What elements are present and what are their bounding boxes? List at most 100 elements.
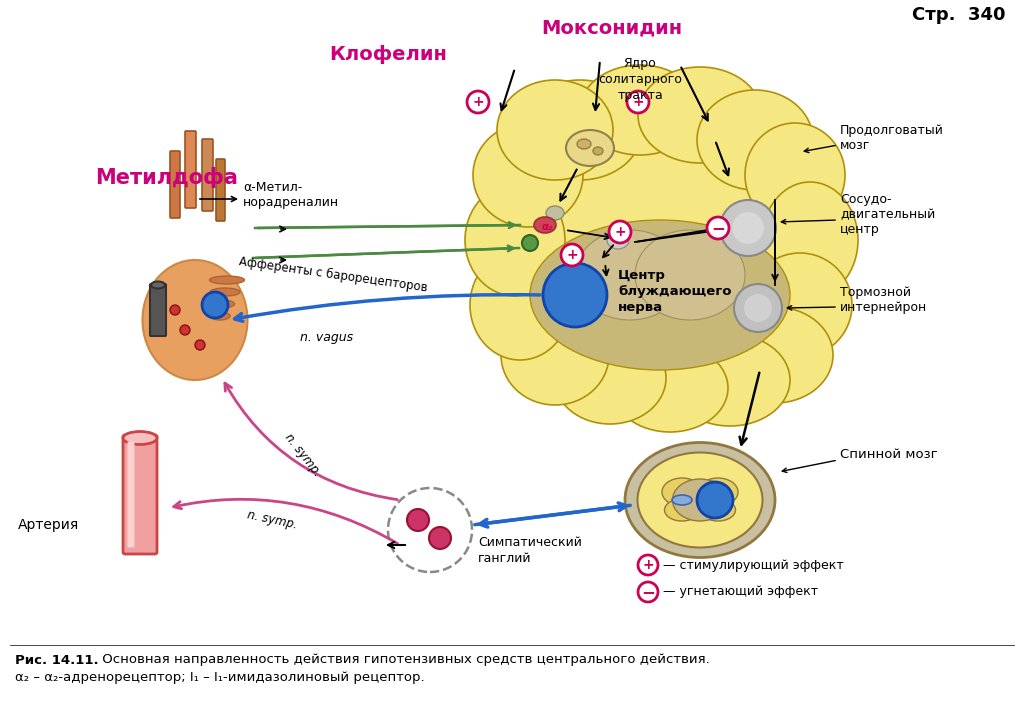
Text: α₂: α₂ [542, 222, 553, 232]
Ellipse shape [672, 495, 692, 505]
Ellipse shape [697, 90, 813, 190]
FancyArrowPatch shape [234, 295, 541, 321]
Text: −: − [711, 219, 725, 237]
Ellipse shape [210, 276, 245, 284]
Circle shape [609, 221, 631, 243]
Circle shape [467, 91, 489, 113]
Text: n. vagus: n. vagus [300, 332, 353, 345]
FancyBboxPatch shape [202, 139, 213, 211]
Ellipse shape [698, 478, 738, 506]
Text: Ядро
солитарного
тракта: Ядро солитарного тракта [598, 57, 682, 103]
Ellipse shape [530, 220, 790, 370]
Text: Продолговатый
мозг: Продолговатый мозг [840, 124, 944, 152]
FancyBboxPatch shape [185, 131, 196, 208]
Text: α₂ – α₂-адренорецептор; I₁ – I₁-имидазолиновый рецептор.: α₂ – α₂-адренорецептор; I₁ – I₁-имидазол… [15, 671, 425, 683]
Ellipse shape [612, 344, 728, 432]
FancyArrowPatch shape [739, 373, 760, 445]
Ellipse shape [745, 123, 845, 227]
Ellipse shape [518, 80, 642, 180]
Circle shape [407, 509, 429, 531]
Ellipse shape [210, 300, 234, 308]
Ellipse shape [210, 288, 240, 296]
Circle shape [202, 292, 228, 318]
Ellipse shape [638, 67, 762, 163]
Ellipse shape [700, 499, 735, 521]
Circle shape [180, 325, 190, 335]
Circle shape [697, 482, 733, 518]
Ellipse shape [210, 312, 230, 320]
Ellipse shape [635, 230, 745, 320]
Ellipse shape [151, 281, 165, 289]
FancyBboxPatch shape [170, 151, 180, 218]
Ellipse shape [670, 334, 790, 426]
Text: Метилдофа: Метилдофа [95, 167, 238, 189]
Ellipse shape [546, 206, 564, 220]
Ellipse shape [593, 147, 603, 155]
Ellipse shape [607, 231, 629, 249]
Circle shape [638, 582, 658, 602]
Ellipse shape [510, 135, 810, 375]
FancyArrowPatch shape [174, 499, 397, 544]
Circle shape [388, 488, 472, 572]
Ellipse shape [748, 253, 852, 357]
Circle shape [744, 294, 772, 322]
Ellipse shape [662, 478, 702, 506]
Text: Центр
блуждающего
нерва: Центр блуждающего нерва [618, 269, 731, 315]
Text: +: + [472, 95, 483, 109]
Text: Стр.  340: Стр. 340 [911, 6, 1005, 24]
Text: Спинной мозг: Спинной мозг [840, 449, 938, 462]
Text: Тормозной
интернейрон: Тормозной интернейрон [840, 286, 928, 314]
FancyBboxPatch shape [128, 442, 134, 547]
Circle shape [522, 235, 538, 251]
FancyArrowPatch shape [225, 383, 397, 500]
Ellipse shape [497, 80, 613, 180]
Ellipse shape [580, 65, 700, 155]
Ellipse shape [123, 432, 157, 445]
Ellipse shape [625, 442, 775, 557]
Circle shape [720, 200, 776, 256]
Ellipse shape [142, 260, 248, 380]
Ellipse shape [534, 217, 556, 233]
Text: Моксонидин: Моксонидин [542, 18, 683, 38]
Circle shape [627, 91, 649, 113]
Circle shape [734, 284, 782, 332]
Text: Сосудо-
двигательный
центр: Сосудо- двигательный центр [840, 194, 935, 237]
Circle shape [195, 340, 205, 350]
Circle shape [707, 217, 729, 239]
FancyBboxPatch shape [123, 435, 157, 554]
Text: +: + [566, 248, 578, 262]
Ellipse shape [566, 130, 614, 166]
Circle shape [732, 212, 764, 244]
Text: +: + [632, 95, 644, 109]
Ellipse shape [470, 250, 570, 360]
Ellipse shape [638, 452, 763, 547]
Circle shape [543, 263, 607, 327]
Ellipse shape [673, 479, 727, 521]
Ellipse shape [665, 499, 699, 521]
FancyBboxPatch shape [150, 284, 166, 336]
Text: −: − [641, 583, 655, 601]
Text: α-Метил-
норадреналин: α-Метил- норадреналин [243, 181, 339, 209]
Ellipse shape [473, 123, 583, 227]
Ellipse shape [762, 182, 858, 298]
Text: Основная направленность действия гипотензивных средств центрального действия.: Основная направленность действия гипотен… [98, 654, 710, 666]
Text: Клофелин: Клофелин [329, 45, 446, 65]
Ellipse shape [577, 139, 591, 149]
Text: Афференты с барорецепторов: Афференты с барорецепторов [238, 255, 428, 295]
FancyArrowPatch shape [681, 67, 708, 121]
FancyArrowPatch shape [593, 63, 600, 110]
Text: — угнетающий эффект: — угнетающий эффект [663, 586, 818, 598]
Circle shape [561, 244, 583, 266]
Circle shape [170, 305, 180, 315]
Circle shape [638, 555, 658, 575]
FancyBboxPatch shape [216, 159, 225, 221]
FancyArrowPatch shape [716, 143, 729, 175]
Text: +: + [642, 558, 653, 572]
Ellipse shape [717, 307, 833, 403]
Text: n. symp.: n. symp. [246, 508, 298, 532]
Text: Рис. 14.11.: Рис. 14.11. [15, 654, 98, 666]
FancyArrowPatch shape [560, 169, 577, 201]
Text: +: + [614, 225, 626, 239]
Text: Артерия: Артерия [18, 518, 79, 532]
Ellipse shape [501, 305, 609, 405]
